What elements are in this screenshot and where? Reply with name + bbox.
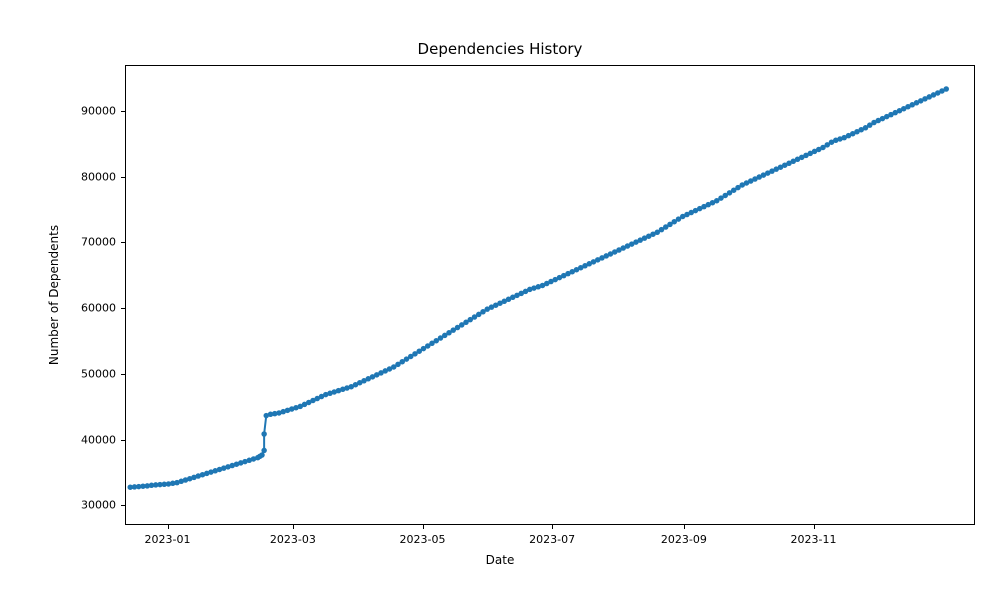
- series-marker: [261, 431, 267, 437]
- y-tick-mark: [121, 111, 125, 112]
- y-tick-label: 40000: [66, 433, 116, 446]
- chart-ylabel: Number of Dependents: [47, 65, 61, 525]
- y-tick-label: 60000: [66, 302, 116, 315]
- x-tick-label: 2023-11: [791, 533, 837, 546]
- chart-figure: Dependencies History Date Number of Depe…: [0, 0, 1000, 600]
- y-tick-label: 70000: [66, 236, 116, 249]
- x-tick-mark: [684, 525, 685, 529]
- y-tick-mark: [121, 242, 125, 243]
- x-tick-mark: [423, 525, 424, 529]
- x-tick-mark: [814, 525, 815, 529]
- y-tick-label: 80000: [66, 170, 116, 183]
- x-tick-label: 2023-01: [145, 533, 191, 546]
- x-tick-mark: [293, 525, 294, 529]
- chart-svg: [126, 66, 976, 526]
- y-tick-mark: [121, 505, 125, 506]
- x-tick-label: 2023-09: [661, 533, 707, 546]
- x-tick-mark: [168, 525, 169, 529]
- chart-title: Dependencies History: [0, 40, 1000, 58]
- chart-xlabel: Date: [0, 553, 1000, 567]
- series-marker: [261, 448, 267, 454]
- y-tick-mark: [121, 308, 125, 309]
- y-tick-mark: [121, 374, 125, 375]
- y-tick-label: 90000: [66, 105, 116, 118]
- y-tick-mark: [121, 440, 125, 441]
- x-tick-label: 2023-05: [400, 533, 446, 546]
- x-tick-mark: [552, 525, 553, 529]
- x-tick-label: 2023-03: [270, 533, 316, 546]
- chart-plot-area: [125, 65, 975, 525]
- y-tick-label: 50000: [66, 367, 116, 380]
- y-tick-label: 30000: [66, 499, 116, 512]
- y-tick-mark: [121, 177, 125, 178]
- series-marker: [944, 86, 950, 92]
- x-tick-label: 2023-07: [529, 533, 575, 546]
